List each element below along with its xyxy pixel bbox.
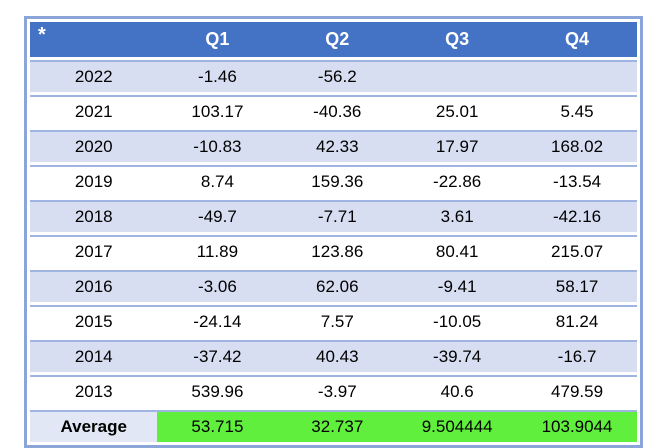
quarterly-returns-table: * Q1 Q2 Q3 Q4 2022 -1.46 -56.2 2021 103.17 -40.3… [30, 19, 637, 445]
value-cell[interactable]: 479.59 [517, 375, 637, 407]
value-cell[interactable]: -3.97 [277, 375, 398, 407]
column-header-q1[interactable]: Q1 [157, 22, 278, 57]
value-cell[interactable]: -39.74 [397, 340, 518, 372]
value-cell[interactable]: -56.2 [277, 60, 398, 92]
corner-header-cell[interactable]: * [30, 22, 158, 57]
year-cell[interactable]: 2021 [30, 95, 158, 127]
average-value-cell[interactable]: 9.504444 [397, 410, 518, 442]
value-cell[interactable]: -10.05 [397, 305, 518, 337]
table-row: 2021 103.17 -40.36 25.01 5.45 [30, 95, 637, 127]
average-row: Average 53.715 32.737 9.504444 103.9044 [30, 410, 637, 442]
value-cell[interactable]: 81.24 [517, 305, 637, 337]
value-cell[interactable]: 62.06 [277, 270, 398, 302]
value-cell[interactable]: 7.57 [277, 305, 398, 337]
column-header-q3[interactable]: Q3 [397, 22, 518, 57]
year-cell[interactable]: 2017 [30, 235, 158, 267]
value-cell[interactable]: 40.6 [397, 375, 518, 407]
value-cell[interactable]: 215.07 [517, 235, 637, 267]
value-cell[interactable]: 123.86 [277, 235, 398, 267]
value-cell[interactable]: -40.36 [277, 95, 398, 127]
table-row: 2013 539.96 -3.97 40.6 479.59 [30, 375, 637, 407]
value-cell[interactable]: -22.86 [397, 165, 518, 197]
value-cell[interactable] [397, 60, 518, 92]
value-cell[interactable]: 103.17 [157, 95, 278, 127]
value-cell[interactable]: -1.46 [157, 60, 278, 92]
table-outer-border: * Q1 Q2 Q3 Q4 2022 -1.46 -56.2 2021 103.17 -40.3… [24, 16, 643, 448]
value-cell[interactable] [517, 60, 637, 92]
table-row: 2018 -49.7 -7.71 3.61 -42.16 [30, 200, 637, 232]
column-header-q2[interactable]: Q2 [277, 22, 398, 57]
average-value-cell[interactable]: 103.9044 [517, 410, 637, 442]
table-body: 2022 -1.46 -56.2 2021 103.17 -40.36 25.01 5.45 2… [30, 60, 637, 442]
value-cell[interactable]: -7.71 [277, 200, 398, 232]
value-cell[interactable]: 3.61 [397, 200, 518, 232]
table-row: 2020 -10.83 42.33 17.97 168.02 [30, 130, 637, 162]
value-cell[interactable]: 25.01 [397, 95, 518, 127]
table-row: 2022 -1.46 -56.2 [30, 60, 637, 92]
year-cell[interactable]: 2016 [30, 270, 158, 302]
average-value-cell[interactable]: 32.737 [277, 410, 398, 442]
average-label-cell[interactable]: Average [30, 410, 158, 442]
value-cell[interactable]: -42.16 [517, 200, 637, 232]
table-row: 2019 8.74 159.36 -22.86 -13.54 [30, 165, 637, 197]
value-cell[interactable]: -3.06 [157, 270, 278, 302]
year-cell[interactable]: 2020 [30, 130, 158, 162]
value-cell[interactable]: 168.02 [517, 130, 637, 162]
value-cell[interactable]: -37.42 [157, 340, 278, 372]
header-row: * Q1 Q2 Q3 Q4 [30, 22, 637, 57]
value-cell[interactable]: 5.45 [517, 95, 637, 127]
average-value-cell[interactable]: 53.715 [157, 410, 278, 442]
year-cell[interactable]: 2022 [30, 60, 158, 92]
value-cell[interactable]: 40.43 [277, 340, 398, 372]
year-cell[interactable]: 2018 [30, 200, 158, 232]
year-cell[interactable]: 2014 [30, 340, 158, 372]
table-row: 2016 -3.06 62.06 -9.41 58.17 [30, 270, 637, 302]
value-cell[interactable]: 539.96 [157, 375, 278, 407]
value-cell[interactable]: 58.17 [517, 270, 637, 302]
year-cell[interactable]: 2013 [30, 375, 158, 407]
year-cell[interactable]: 2015 [30, 305, 158, 337]
column-header-q4[interactable]: Q4 [517, 22, 637, 57]
value-cell[interactable]: 42.33 [277, 130, 398, 162]
value-cell[interactable]: -49.7 [157, 200, 278, 232]
value-cell[interactable]: -9.41 [397, 270, 518, 302]
value-cell[interactable]: -24.14 [157, 305, 278, 337]
table-row: 2014 -37.42 40.43 -39.74 -16.7 [30, 340, 637, 372]
value-cell[interactable]: -16.7 [517, 340, 637, 372]
value-cell[interactable]: 8.74 [157, 165, 278, 197]
value-cell[interactable]: -13.54 [517, 165, 637, 197]
year-cell[interactable]: 2019 [30, 165, 158, 197]
value-cell[interactable]: 17.97 [397, 130, 518, 162]
value-cell[interactable]: 11.89 [157, 235, 278, 267]
value-cell[interactable]: 80.41 [397, 235, 518, 267]
value-cell[interactable]: 159.36 [277, 165, 398, 197]
table-row: 2015 -24.14 7.57 -10.05 81.24 [30, 305, 637, 337]
table-row: 2017 11.89 123.86 80.41 215.07 [30, 235, 637, 267]
value-cell[interactable]: -10.83 [157, 130, 278, 162]
